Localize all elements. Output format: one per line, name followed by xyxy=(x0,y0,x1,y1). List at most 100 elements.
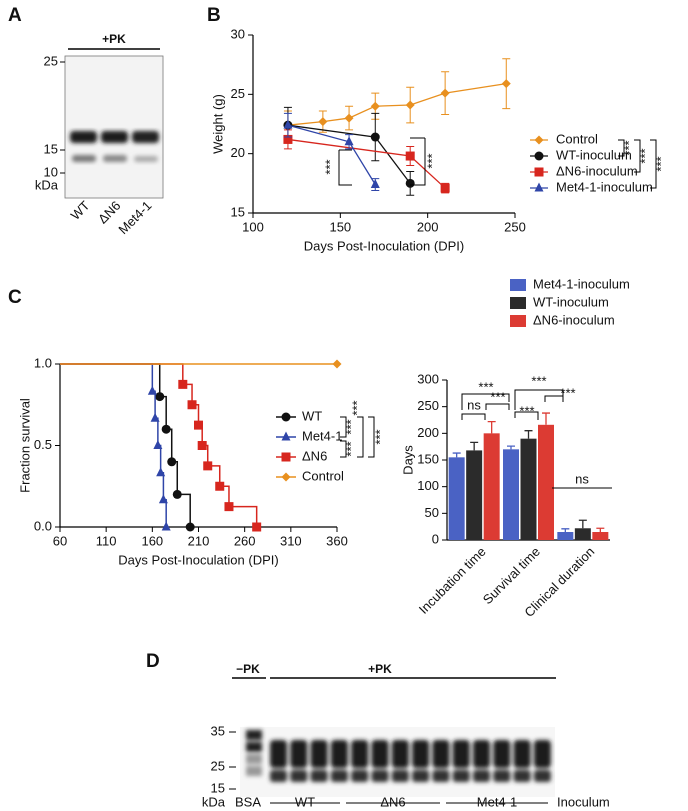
band xyxy=(513,770,531,782)
y-tick-label: 25 xyxy=(231,86,245,101)
y-axis-label: Days xyxy=(400,445,415,475)
marker xyxy=(178,379,188,389)
bracket xyxy=(634,139,641,173)
annotation: *** xyxy=(343,419,358,434)
x-tick-label: 150 xyxy=(329,219,351,234)
annotation: *** xyxy=(560,385,575,400)
y-tick-label: 15 xyxy=(231,204,245,219)
bracket xyxy=(338,149,352,186)
band xyxy=(473,770,490,782)
annotation: *** xyxy=(478,379,493,394)
panel-label: B xyxy=(207,5,221,26)
marker xyxy=(156,467,166,477)
marker xyxy=(185,522,195,532)
marker xyxy=(150,412,160,422)
marker xyxy=(187,400,197,410)
band xyxy=(330,740,348,768)
bar xyxy=(592,532,609,540)
band xyxy=(391,740,409,768)
legend-marker xyxy=(281,431,291,441)
x-tick-label: 250 xyxy=(504,219,526,234)
error-bar xyxy=(578,519,587,529)
band xyxy=(513,740,531,768)
annotation: ns xyxy=(575,471,589,486)
band xyxy=(412,770,430,782)
bar xyxy=(448,457,465,540)
bracket xyxy=(461,413,486,420)
bracket xyxy=(485,403,510,410)
band xyxy=(452,770,470,782)
unit: kDa xyxy=(202,794,226,809)
panel-label: D xyxy=(146,651,160,672)
bracket xyxy=(514,389,564,410)
y-axis-label: Weight (g) xyxy=(210,94,225,154)
annotation: *** xyxy=(372,429,387,444)
legend-label: WT-inoculum xyxy=(556,147,632,162)
marker xyxy=(194,420,203,430)
band xyxy=(371,770,389,782)
marker xyxy=(370,179,380,189)
group-label: Inoculum xyxy=(557,794,610,809)
unit: kDa xyxy=(35,177,59,192)
band xyxy=(533,770,551,782)
band xyxy=(452,740,470,768)
x-axis-label: Days Post-Inoculation (DPI) xyxy=(304,238,464,253)
annotation: ns xyxy=(467,397,481,412)
band xyxy=(290,740,308,768)
legend-marker xyxy=(281,472,291,482)
marker xyxy=(197,441,207,450)
marker xyxy=(440,88,450,98)
group-label: BSA xyxy=(235,794,261,809)
legend-marker xyxy=(534,182,544,192)
annotation: *** xyxy=(322,159,337,174)
legend-label: Control xyxy=(302,468,344,483)
bar xyxy=(520,438,537,540)
x-tick-label: 200 xyxy=(417,219,439,234)
bracket xyxy=(650,139,657,189)
marker xyxy=(252,522,262,532)
group-label: ΔN6 xyxy=(380,794,405,809)
y-tick-label: 50 xyxy=(425,505,439,520)
legend-label: WT xyxy=(302,408,322,423)
mw-marker: 25 xyxy=(44,53,58,68)
y-tick-label: 0.5 xyxy=(34,437,52,452)
x-tick-label: 260 xyxy=(234,533,256,548)
x-tick-label: 310 xyxy=(280,533,302,548)
legend-label: Met4-1-inoculum xyxy=(556,179,653,194)
marker xyxy=(172,489,182,499)
annotation: *** xyxy=(519,403,534,418)
line xyxy=(287,138,446,189)
bands xyxy=(70,131,159,162)
band xyxy=(493,740,511,768)
annotation: *** xyxy=(349,400,364,415)
band xyxy=(290,770,308,782)
error-bar xyxy=(542,412,550,425)
x-tick-label: 110 xyxy=(96,533,117,548)
marker xyxy=(318,117,328,127)
marker xyxy=(501,79,511,89)
marker xyxy=(405,100,415,110)
annotation: *** xyxy=(343,441,358,456)
panel-label: A xyxy=(8,5,22,26)
legend-label: Met4-1 xyxy=(302,428,342,443)
bracket xyxy=(618,139,625,157)
annotation: *** xyxy=(424,153,439,168)
band xyxy=(310,740,328,768)
mw-marker: 35 xyxy=(211,723,225,738)
marker xyxy=(147,385,157,395)
marker xyxy=(344,113,354,123)
band xyxy=(270,770,287,782)
bracket xyxy=(514,411,539,420)
mw-marker: 15 xyxy=(211,780,225,795)
y-tick-label: 100 xyxy=(417,478,439,493)
annotation: *** xyxy=(490,389,505,404)
lane-label: Met4-1 xyxy=(115,198,154,237)
marker xyxy=(224,502,234,512)
y-tick-label: 0 xyxy=(432,531,439,546)
y-tick-label: 30 xyxy=(231,26,245,41)
smear xyxy=(246,742,262,752)
line xyxy=(287,83,507,126)
bands xyxy=(246,730,551,782)
marker xyxy=(153,440,163,449)
